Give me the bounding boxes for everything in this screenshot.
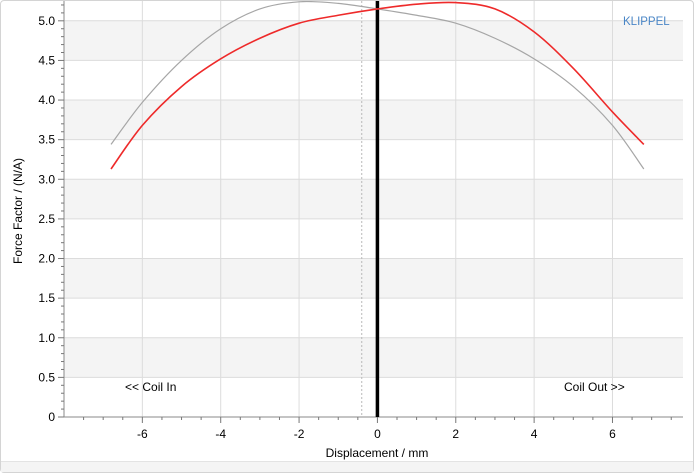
background-band [64, 179, 683, 219]
y-tick-label: 2.5 [38, 212, 55, 226]
background-band [64, 337, 683, 378]
series-lines [110, 0, 645, 170]
brand-logo: KLIPPEL [623, 16, 670, 28]
y-tick-label: 4.5 [38, 53, 55, 67]
series-line-red [110, 1, 645, 170]
x-tick-label: -6 [137, 427, 148, 441]
x-axis-label: Displacement / mm [326, 446, 429, 460]
y-tick-label: 5.0 [38, 14, 55, 28]
background-band [64, 100, 683, 140]
y-tick-label: 0 [48, 410, 55, 424]
x-tick-label: 2 [452, 427, 459, 441]
y-tick-label: 2.0 [38, 252, 55, 266]
background-band [64, 258, 683, 299]
background-band [64, 20, 683, 61]
y-tick-label: 4.0 [38, 93, 55, 107]
x-tick-label: -4 [215, 427, 226, 441]
y-axis-label: Force Factor / (N/A) [11, 158, 25, 264]
x-tick-label: 4 [531, 427, 538, 441]
y-tick-label: 0.5 [38, 370, 55, 384]
annotation-coil-in: << Coil In [125, 380, 176, 394]
y-tick-label: 1.0 [38, 331, 55, 345]
y-tick-label: 3.5 [38, 133, 55, 147]
x-tick-label: -2 [294, 427, 305, 441]
background-bands [64, 20, 683, 378]
grid-lines [64, 1, 683, 418]
y-tick-label: 1.5 [38, 291, 55, 305]
axes: 0 0.5 1.0 1.5 2.0 2.5 3.0 3.5 4.0 4.5 5.0 -6 -4 -2 0 2 4… [38, 1, 683, 441]
x-tick-label: 0 [374, 427, 381, 441]
force-factor-chart: 0 0.5 1.0 1.5 2.0 2.5 3.0 3.5 4.0 4.5 5.0 -6 -4 -2 0 2 4… [11, 0, 683, 460]
footer-strip [1, 461, 693, 472]
y-tick-label: 3.0 [38, 172, 55, 186]
chart-labels: KLIPPEL << Coil In Coil Out >> Displacem… [11, 16, 670, 460]
x-tick-label: 6 [609, 427, 616, 441]
annotation-coil-out: Coil Out >> [564, 380, 625, 394]
vertical-markers [361, 1, 380, 417]
